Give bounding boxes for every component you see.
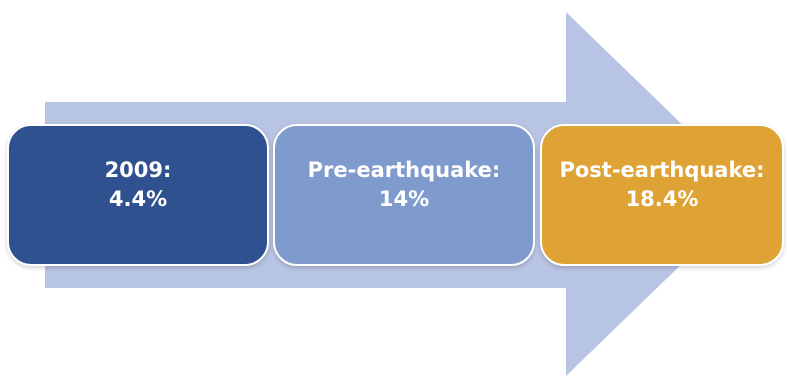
stage-pre-earthquake-label: Pre-earthquake:	[307, 158, 501, 182]
stage-post-earthquake-value: 18.4%	[625, 187, 699, 211]
stage-2009-value: 4.4%	[108, 187, 168, 211]
stage-pre-earthquake-value: 14%	[378, 187, 430, 211]
stage-2009-label: 2009:	[104, 158, 172, 182]
stage-pre-earthquake: Pre-earthquake: 14%	[273, 124, 535, 266]
stage-2009: 2009: 4.4%	[7, 124, 269, 266]
stage-post-earthquake-label: Post-earthquake:	[559, 158, 765, 182]
stage-post-earthquake: Post-earthquake: 18.4%	[540, 124, 784, 266]
